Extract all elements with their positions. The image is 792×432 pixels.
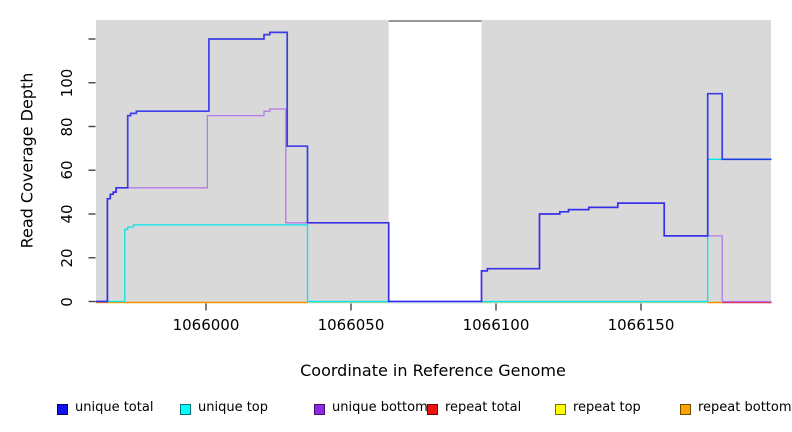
masked-region [388,20,482,303]
y-tick-label: 40 [58,204,76,224]
y-axis-title: Read Coverage Depth [17,72,37,249]
x-tick-label: 1066150 [607,316,675,334]
unique-total-line [95,31,772,303]
y-tick-label: 100 [58,68,76,98]
x-tick-label: 1066050 [317,316,385,334]
unique-top-line [95,158,772,303]
y-tick-label: 20 [58,248,76,268]
y-tick-label: 60 [58,160,76,180]
y-tick-label: 0 [58,296,76,307]
x-tick-label: 1066100 [462,316,530,334]
y-tick-label: 80 [58,116,76,137]
x-tick-label: 1066000 [172,316,240,334]
x-axis-title: Coordinate in Reference Genome [300,361,566,380]
